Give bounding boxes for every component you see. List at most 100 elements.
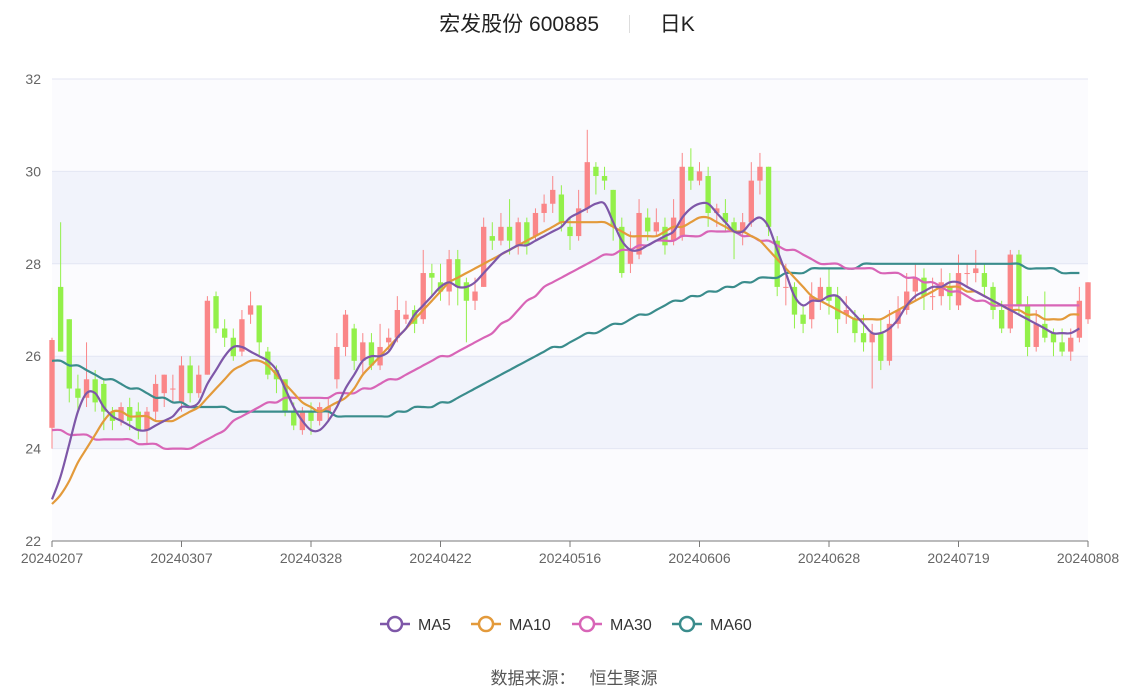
candle-body xyxy=(653,222,660,232)
candle-body xyxy=(688,166,694,181)
candle-body xyxy=(938,282,944,297)
y-tick-label: 30 xyxy=(25,163,41,179)
chart-title: 宏发股份 600885 日K xyxy=(0,8,1134,38)
candle-down xyxy=(213,291,219,334)
candle-down xyxy=(800,305,806,334)
candle-body xyxy=(679,166,685,237)
candles xyxy=(49,129,1091,449)
candle-body xyxy=(748,180,754,223)
title-divider xyxy=(628,15,630,33)
candle-body xyxy=(860,333,867,343)
candle-body xyxy=(1059,342,1065,352)
stock-code: 600885 xyxy=(529,13,600,36)
candle-body xyxy=(817,286,824,301)
candle-up xyxy=(83,342,90,408)
candle-body xyxy=(480,226,487,287)
candle-body xyxy=(204,300,211,375)
candle-body xyxy=(852,319,858,334)
plot-band xyxy=(52,448,1088,541)
candle-body xyxy=(1068,337,1074,352)
x-tick-label: 20240808 xyxy=(1057,550,1120,566)
candle-body xyxy=(403,314,409,320)
candle-body xyxy=(386,337,392,343)
candle-down xyxy=(593,162,599,195)
candle-body xyxy=(757,166,763,181)
candle-body xyxy=(463,282,470,301)
candle-body xyxy=(368,342,375,366)
candle-down xyxy=(351,323,357,371)
legend-item-ma5[interactable]: MA5 xyxy=(380,615,451,634)
candle-down xyxy=(1016,249,1022,315)
candle-body xyxy=(196,374,202,394)
candle-down xyxy=(558,185,565,232)
candle-body xyxy=(455,259,461,287)
candle-body xyxy=(636,212,642,255)
candle-body xyxy=(524,222,530,246)
candle-down xyxy=(688,148,694,190)
legend-label: MA5 xyxy=(418,617,451,634)
source-label: 数据来源： xyxy=(490,669,576,688)
candle-body xyxy=(472,291,478,301)
legend-marker xyxy=(578,615,596,633)
candle-body xyxy=(308,411,314,421)
candle-up xyxy=(360,333,366,375)
candle-body xyxy=(843,310,849,315)
candle-up xyxy=(1007,249,1013,334)
candle-body xyxy=(221,328,228,338)
x-tick-label: 20240207 xyxy=(21,550,84,566)
candle-body xyxy=(955,273,962,306)
candle-body xyxy=(178,365,185,403)
x-tick-label: 20240606 xyxy=(668,550,731,566)
candle-up xyxy=(196,365,202,398)
candle-body xyxy=(722,212,729,223)
x-tick-label: 20240628 xyxy=(798,550,861,566)
candle-body xyxy=(239,319,245,352)
candle-up xyxy=(498,212,504,246)
candle-body xyxy=(714,208,720,213)
candle-body xyxy=(584,162,590,209)
candle-body xyxy=(809,296,815,320)
candle-up xyxy=(653,208,660,237)
y-tick-label: 28 xyxy=(25,256,41,272)
y-tick-label: 24 xyxy=(25,441,41,457)
legend-item-ma10[interactable]: MA10 xyxy=(471,615,551,634)
legend-marker xyxy=(477,615,495,633)
y-tick-label: 26 xyxy=(25,348,41,364)
candle-body xyxy=(912,277,919,292)
candle-down xyxy=(463,277,470,343)
candle-body xyxy=(57,286,64,352)
candle-up xyxy=(670,199,677,246)
candle-body xyxy=(558,194,565,223)
candle-body xyxy=(990,286,996,310)
candle-body xyxy=(645,217,651,232)
y-tick-label: 32 xyxy=(25,71,41,87)
candle-up xyxy=(170,374,176,403)
candle-body xyxy=(325,407,331,412)
candle-up xyxy=(394,296,401,343)
candle-body xyxy=(826,286,832,301)
candle-down xyxy=(221,319,228,347)
candle-body xyxy=(170,388,176,390)
legend-marker xyxy=(386,615,404,633)
candle-body xyxy=(144,411,150,431)
candle-up xyxy=(541,194,547,223)
candle-body xyxy=(342,314,349,347)
candle-down xyxy=(489,222,495,250)
candle-body xyxy=(360,342,366,361)
y-tick-label: 22 xyxy=(25,533,41,549)
candle-down xyxy=(66,319,72,403)
candle-body xyxy=(981,273,988,287)
candle-body xyxy=(66,319,72,389)
data-source: 数据来源： 恒生聚源 xyxy=(0,664,1134,689)
candle-body xyxy=(247,305,254,315)
candle-body xyxy=(75,388,81,398)
candle-up xyxy=(325,397,331,421)
candle-body xyxy=(921,277,927,297)
candle-body xyxy=(904,291,910,310)
legend-item-ma60[interactable]: MA60 xyxy=(672,615,752,634)
legend: MA5 MA10 MA30 MA60 xyxy=(380,615,752,634)
candle-down xyxy=(75,374,81,412)
candle-body xyxy=(83,379,90,398)
legend-item-ma30[interactable]: MA30 xyxy=(572,615,652,634)
